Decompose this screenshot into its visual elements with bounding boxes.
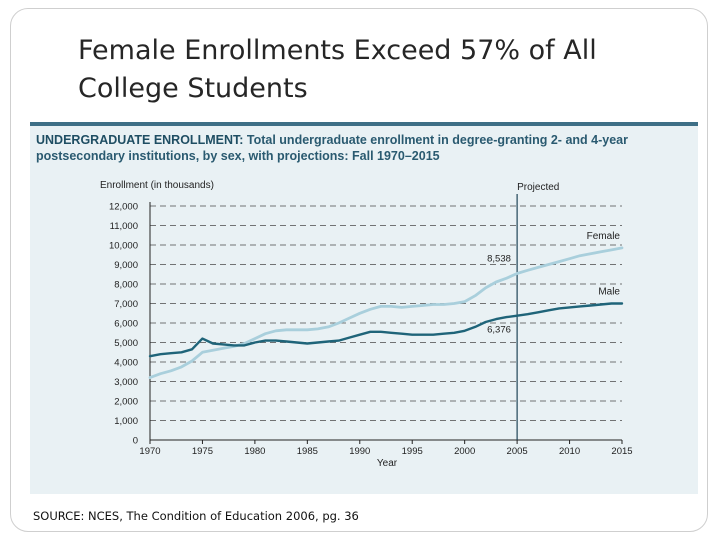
female-2005-annotation: 8,538 <box>487 254 511 265</box>
x-tick-label: 1970 <box>139 446 160 457</box>
figure-heading: UNDERGRADUATE ENROLLMENT: Total undergra… <box>36 132 694 164</box>
y-tick-label: 10,000 <box>109 241 138 252</box>
x-tick-label: 2005 <box>507 446 528 457</box>
y-tick-label: 4,000 <box>114 358 138 369</box>
y-tick-label: 12,000 <box>109 202 138 213</box>
y-tick-label: 2,000 <box>114 397 138 408</box>
y-tick-label: 3,000 <box>114 377 138 388</box>
figure-top-rule <box>30 122 698 126</box>
x-tick-label: 2000 <box>454 446 475 457</box>
series-label-male: Male <box>598 287 620 298</box>
x-tick-label: 2015 <box>611 446 632 457</box>
series-label-female: Female <box>587 231 621 242</box>
x-tick-label: 1995 <box>402 446 423 457</box>
slide-title: Female Enrollments Exceed 57% of All Col… <box>78 35 597 104</box>
figure-panel: UNDERGRADUATE ENROLLMENT: Total undergra… <box>30 122 698 494</box>
x-axis-title: Year <box>377 458 398 469</box>
slide-frame <box>10 8 708 532</box>
x-tick-label: 1985 <box>297 446 318 457</box>
y-tick-label: 6,000 <box>114 319 138 330</box>
y-tick-label: 9,000 <box>114 260 138 271</box>
y-tick-label: 11,000 <box>110 221 138 232</box>
x-tick-label: 1975 <box>192 446 213 457</box>
y-tick-label: 7,000 <box>114 299 138 310</box>
y-tick-label: 0 <box>133 436 138 447</box>
enrollment-line-chart: 0 1,000 2,000 3,000 4,000 5,000 6,000 7,000 8,00… <box>100 180 633 469</box>
series-line-male <box>148 302 624 358</box>
x-tick-label: 2010 <box>559 446 580 457</box>
figure-heading-text: Total undergraduate enrollment in degree… <box>36 133 628 163</box>
figure-heading-lead: UNDERGRADUATE ENROLLMENT: <box>36 133 244 147</box>
projection-label: Projected <box>517 182 559 193</box>
source-note: SOURCE: NCES, The Condition of Education… <box>33 509 359 523</box>
x-tick-label: 1980 <box>244 446 265 457</box>
y-tick-label: 8,000 <box>114 280 138 291</box>
y-tick-label: 1,000 <box>114 416 138 427</box>
y-axis-title: Enrollment (in thousands) <box>100 180 214 191</box>
y-tick-label: 5,000 <box>114 338 138 349</box>
series-line-female <box>148 246 624 380</box>
male-2005-annotation: 6,376 <box>487 325 511 336</box>
x-tick-label: 1990 <box>349 446 370 457</box>
